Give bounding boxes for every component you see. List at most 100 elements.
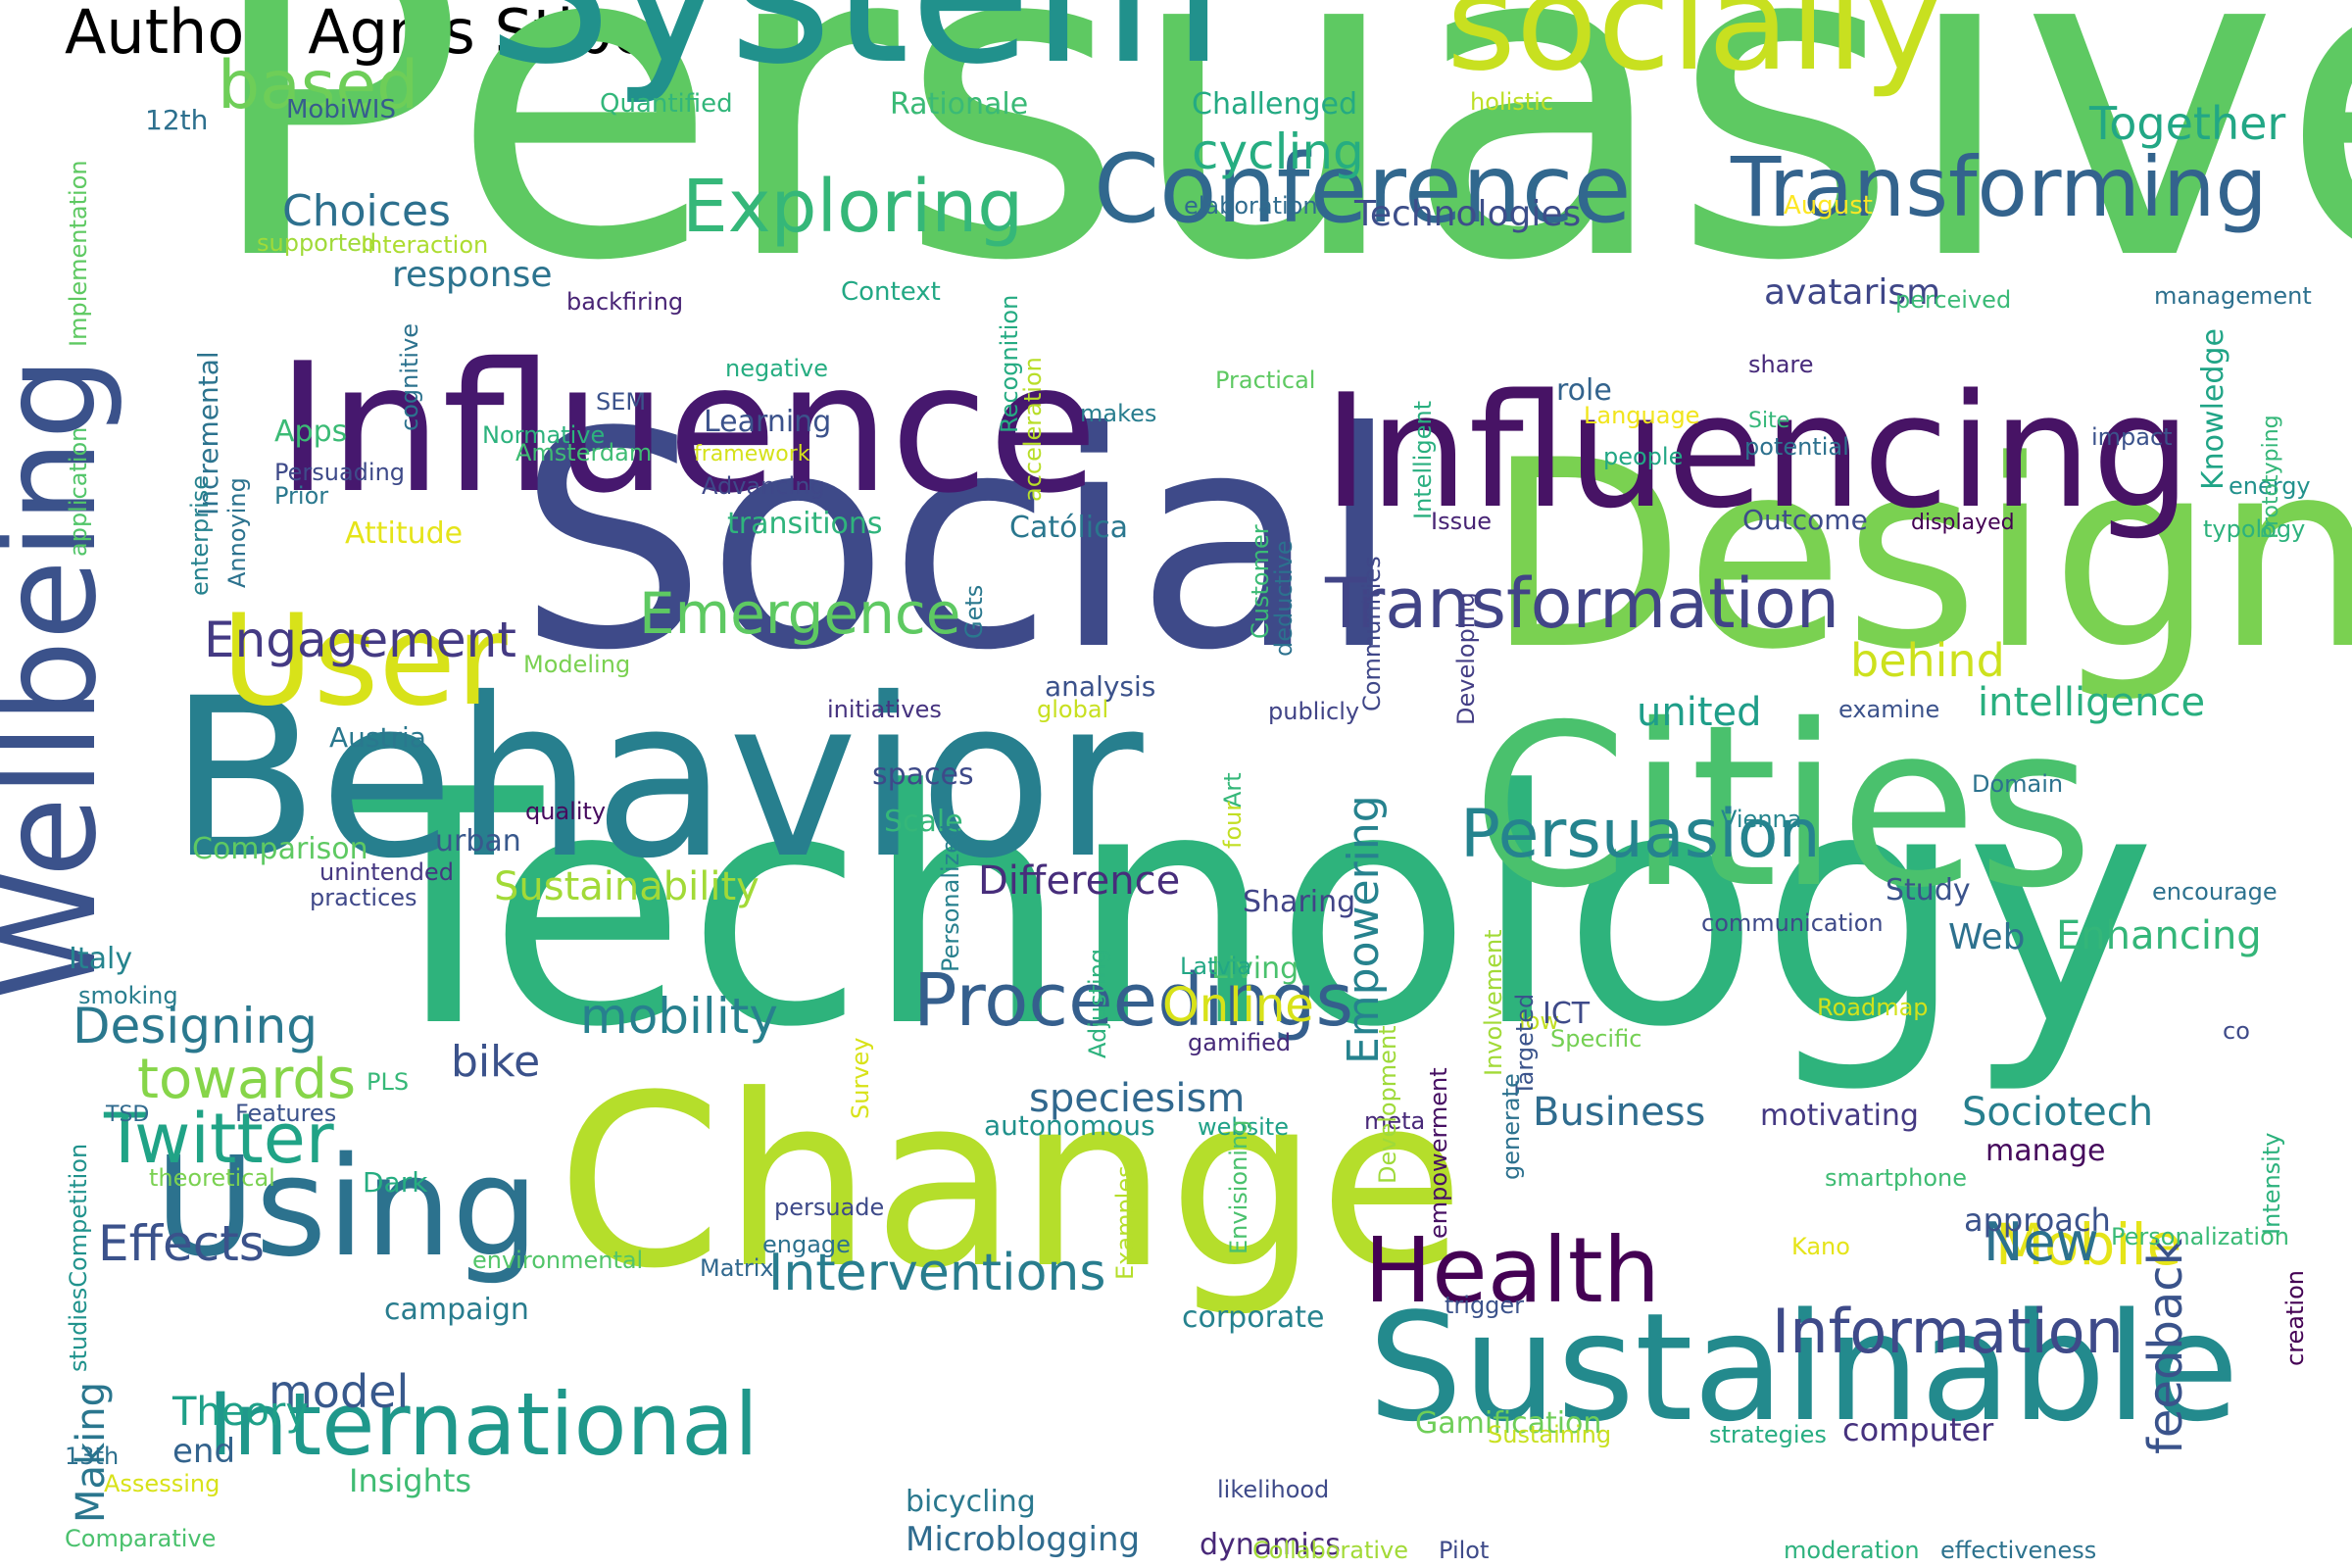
cloud-word: Sociotech — [1962, 1090, 2153, 1135]
cloud-word: urban — [435, 824, 521, 858]
cloud-word: feedback — [2138, 1238, 2193, 1454]
cloud-word: Living — [1211, 952, 1298, 986]
cloud-word: Quantified — [600, 89, 733, 119]
cloud-word: Effects — [98, 1215, 265, 1272]
cloud-word: low — [1519, 1007, 1559, 1035]
cloud-word: Twitter — [103, 1099, 334, 1179]
cloud-word: Comparison — [192, 832, 368, 866]
cloud-word: Persuasion — [1460, 796, 1821, 873]
cloud-word: Implementation — [65, 160, 92, 347]
cloud-word: cognitive — [396, 323, 423, 431]
cloud-word: Gets — [960, 585, 988, 639]
cloud-word: dynamics — [1200, 1528, 1341, 1562]
cloud-word: Comparative — [65, 1525, 216, 1552]
cloud-word: end — [172, 1432, 235, 1471]
cloud-word: Attitude — [345, 516, 463, 551]
cloud-word: Normative — [482, 421, 605, 449]
cloud-word: four — [1219, 802, 1247, 849]
cloud-word: Cities — [1472, 676, 2093, 937]
cloud-word: Persuading — [274, 459, 405, 486]
cloud-word: Personalization — [2111, 1223, 2289, 1250]
cloud-word: encourage — [2152, 878, 2278, 906]
cloud-word: communication — [1701, 909, 1884, 937]
cloud-word: Emergence — [639, 580, 961, 647]
cloud-word: Influence — [276, 324, 1098, 532]
cloud-word: initiatives — [827, 696, 942, 723]
cloud-word: enterprise — [186, 475, 214, 596]
cloud-word: application — [65, 427, 92, 557]
cloud-word: Gamification — [1415, 1406, 1601, 1441]
cloud-word: cycling — [1192, 123, 1364, 180]
cloud-word: intelligence — [1978, 680, 2205, 725]
cloud-word: bike — [451, 1037, 540, 1087]
cloud-word: Social — [517, 368, 1400, 715]
cloud-word: approach — [1964, 1201, 2111, 1239]
cloud-word: Sustainability — [494, 864, 760, 909]
cloud-word: Survey — [847, 1038, 874, 1119]
cloud-word: Difference — [978, 858, 1180, 904]
cloud-word: computer — [1842, 1411, 1994, 1448]
cloud-word: motivating — [1760, 1099, 1919, 1133]
cloud-word: studiesCompetition — [65, 1144, 92, 1372]
cloud-word: strategies — [1709, 1421, 1827, 1448]
cloud-word: Health — [1364, 1218, 1660, 1323]
cloud-word: Collaborative — [1252, 1537, 1408, 1564]
cloud-word: Features — [235, 1100, 336, 1127]
cloud-word: typology — [2203, 515, 2305, 543]
cloud-word: Knowledge — [2196, 328, 2230, 490]
cloud-word: Targeted — [1511, 994, 1539, 1097]
cloud-word: Enhancing — [2056, 913, 2262, 958]
cloud-word: Kano — [1791, 1233, 1850, 1260]
cloud-word: Practical — [1215, 367, 1315, 394]
cloud-word: holistic — [1470, 88, 1553, 116]
cloud-word: Transformation — [1324, 564, 1839, 644]
cloud-word: Roadmap — [1817, 994, 1929, 1021]
cloud-word: Wellbeing — [0, 357, 125, 1000]
cloud-word: environmental — [472, 1247, 643, 1274]
cloud-word: Influencing — [1323, 360, 2191, 543]
cloud-word: theoretical — [149, 1164, 275, 1192]
cloud-word: perceived — [1895, 286, 2011, 314]
cloud-word: 12th — [145, 104, 208, 136]
cloud-word: management — [2154, 282, 2312, 310]
cloud-word: Mobile — [1995, 1211, 2181, 1278]
cloud-word: Modeling — [523, 651, 630, 678]
cloud-word: Prior — [274, 482, 328, 510]
cloud-word: Context — [841, 277, 941, 307]
cloud-word: Adjusting — [1084, 949, 1111, 1058]
cloud-word: Sharing — [1243, 885, 1355, 919]
cloud-word: Choices — [282, 186, 451, 236]
cloud-word: Site — [1748, 409, 1789, 433]
cloud-word: Personalized — [937, 824, 964, 972]
cloud-word: Domain — [1972, 770, 2063, 798]
cloud-word: persuade — [774, 1194, 884, 1221]
cloud-word: Interventions — [768, 1244, 1105, 1302]
cloud-word: Persuasive — [202, 0, 2352, 357]
cloud-word: Challenged — [1192, 87, 1357, 122]
cloud-word: Outcome — [1742, 504, 1868, 536]
cloud-word: Envisioning — [1225, 1120, 1252, 1254]
cloud-word: impact — [2091, 423, 2173, 451]
cloud-word: share — [1748, 351, 1814, 378]
cloud-word: bicycling — [906, 1485, 1036, 1519]
cloud-word: Art — [1219, 772, 1247, 808]
cloud-word: towards — [137, 1048, 356, 1111]
cloud-word: August — [1784, 191, 1873, 220]
cloud-word: campaign — [384, 1293, 529, 1327]
cloud-word: Insights — [349, 1462, 471, 1499]
cloud-word: Development — [1374, 1025, 1401, 1184]
cloud-word: Exploring — [682, 165, 1023, 249]
cloud-word: displayed — [1911, 511, 2015, 535]
cloud-word: PLS — [367, 1068, 409, 1096]
cloud-word: Rationale — [890, 87, 1028, 122]
cloud-word: quality — [525, 798, 606, 825]
cloud-word: Recognition — [996, 295, 1023, 433]
cloud-word: Together — [2088, 97, 2285, 150]
chart-title: Author: Agnis Stibe — [65, 0, 650, 68]
cloud-word: Apps — [274, 415, 347, 449]
cloud-word: Web — [1948, 917, 2026, 957]
cloud-word: website — [1198, 1113, 1289, 1141]
cloud-word: gamified — [1188, 1029, 1291, 1056]
cloud-word: Sustaining — [1488, 1421, 1611, 1448]
cloud-word: Assessing — [104, 1470, 220, 1497]
